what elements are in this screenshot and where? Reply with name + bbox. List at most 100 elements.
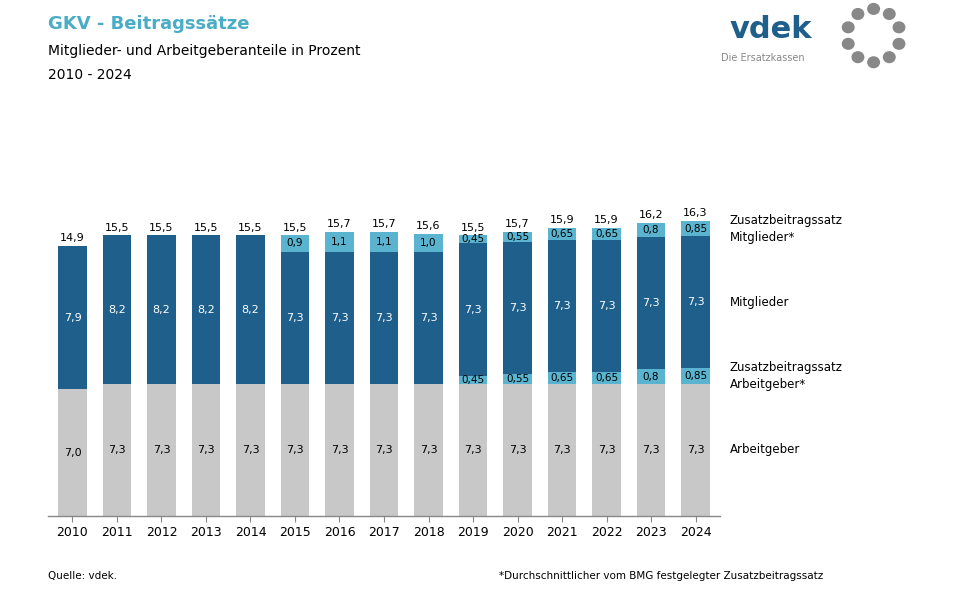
Text: 15,5: 15,5 — [149, 222, 174, 232]
Bar — [192, 384, 221, 516]
Text: 7,0: 7,0 — [63, 448, 82, 458]
Bar — [325, 251, 354, 384]
Text: 7,3: 7,3 — [286, 313, 303, 323]
Bar — [236, 235, 265, 384]
Bar — [280, 251, 309, 384]
Text: vdek: vdek — [730, 15, 812, 44]
Text: 8,2: 8,2 — [197, 305, 215, 314]
Bar — [280, 235, 309, 251]
Bar — [414, 251, 443, 384]
Bar — [325, 232, 354, 251]
Text: 16,3: 16,3 — [684, 208, 708, 218]
Bar — [681, 384, 710, 516]
Bar — [636, 384, 665, 516]
Text: 7,3: 7,3 — [197, 445, 215, 455]
Bar — [459, 375, 488, 384]
Text: 7,3: 7,3 — [375, 445, 393, 455]
Bar — [503, 242, 532, 374]
Text: 2010 - 2024: 2010 - 2024 — [48, 68, 132, 82]
Bar — [370, 232, 398, 251]
Bar — [236, 384, 265, 516]
Text: 7,9: 7,9 — [63, 313, 82, 323]
Bar — [592, 372, 621, 384]
Text: 7,3: 7,3 — [108, 445, 126, 455]
Text: 15,9: 15,9 — [594, 215, 619, 225]
Text: 7,3: 7,3 — [286, 445, 303, 455]
Text: 15,7: 15,7 — [505, 219, 530, 229]
Text: 1,1: 1,1 — [331, 237, 348, 247]
Text: 15,5: 15,5 — [105, 222, 130, 232]
Bar — [547, 228, 576, 240]
Text: 0,55: 0,55 — [506, 374, 529, 384]
Text: 7,3: 7,3 — [153, 445, 170, 455]
Text: 1,0: 1,0 — [420, 238, 437, 247]
Text: GKV - Beitragssätze: GKV - Beitragssätze — [48, 15, 250, 33]
Bar — [414, 234, 443, 251]
Text: 7,3: 7,3 — [553, 301, 571, 311]
Text: 15,7: 15,7 — [372, 219, 396, 229]
Bar — [681, 236, 710, 368]
Text: 7,3: 7,3 — [242, 445, 259, 455]
Text: 15,6: 15,6 — [417, 221, 441, 231]
Text: Quelle: vdek.: Quelle: vdek. — [48, 571, 117, 581]
Text: 7,3: 7,3 — [420, 313, 438, 323]
Bar — [147, 235, 176, 384]
Text: 7,3: 7,3 — [553, 445, 571, 455]
Text: 15,5: 15,5 — [238, 222, 263, 232]
Text: 7,3: 7,3 — [598, 445, 615, 455]
Bar — [503, 374, 532, 384]
Text: 15,5: 15,5 — [194, 222, 218, 232]
Bar — [636, 237, 665, 369]
Text: 8,2: 8,2 — [153, 305, 170, 314]
Bar — [592, 384, 621, 516]
Text: 15,5: 15,5 — [461, 222, 485, 232]
Text: 7,3: 7,3 — [375, 313, 393, 323]
Text: 15,5: 15,5 — [283, 222, 307, 232]
Text: *Durchschnittlicher vom BMG festgelegter Zusatzbeitragssatz: *Durchschnittlicher vom BMG festgelegter… — [499, 571, 824, 581]
Bar — [503, 232, 532, 242]
Text: Die Ersatzkassen: Die Ersatzkassen — [721, 53, 805, 63]
Bar — [592, 240, 621, 372]
Bar — [547, 372, 576, 384]
Text: 0,8: 0,8 — [643, 225, 660, 235]
Bar — [459, 235, 488, 244]
Bar — [503, 384, 532, 516]
Text: 0,45: 0,45 — [462, 375, 485, 385]
Bar — [325, 384, 354, 516]
Text: 15,9: 15,9 — [550, 215, 574, 225]
Bar — [547, 240, 576, 372]
Text: 1,1: 1,1 — [375, 237, 393, 247]
Text: 7,3: 7,3 — [686, 297, 705, 307]
Text: 15,7: 15,7 — [327, 219, 351, 229]
Text: 0,85: 0,85 — [684, 224, 708, 234]
Text: 0,65: 0,65 — [550, 373, 573, 383]
Text: Mitglieder- und Arbeitgeberanteile in Prozent: Mitglieder- und Arbeitgeberanteile in Pr… — [48, 44, 361, 59]
Text: 7,3: 7,3 — [509, 303, 526, 313]
Bar — [414, 384, 443, 516]
Text: 0,65: 0,65 — [550, 229, 573, 239]
Bar — [192, 235, 221, 384]
Bar — [370, 384, 398, 516]
Text: 7,3: 7,3 — [465, 305, 482, 314]
Text: Mitglieder: Mitglieder — [730, 296, 789, 309]
Bar — [636, 369, 665, 384]
Text: 7,3: 7,3 — [330, 313, 348, 323]
Text: 7,3: 7,3 — [642, 445, 660, 455]
Text: 0,9: 0,9 — [287, 238, 303, 248]
Text: 0,55: 0,55 — [506, 232, 529, 242]
Bar — [459, 384, 488, 516]
Bar — [370, 251, 398, 384]
Text: 0,45: 0,45 — [462, 234, 485, 244]
Text: 8,2: 8,2 — [242, 305, 259, 314]
Bar — [592, 228, 621, 240]
Bar — [103, 384, 132, 516]
Text: Zusatzbeitragssatz
Mitglieder*: Zusatzbeitragssatz Mitglieder* — [730, 213, 843, 244]
Text: 0,85: 0,85 — [684, 371, 708, 381]
Bar — [459, 244, 488, 375]
Text: 0,8: 0,8 — [643, 372, 660, 381]
Text: 16,2: 16,2 — [638, 210, 663, 220]
Bar — [636, 222, 665, 237]
Text: 7,3: 7,3 — [509, 445, 526, 455]
Text: 14,9: 14,9 — [60, 234, 84, 244]
Text: 0,65: 0,65 — [595, 373, 618, 383]
